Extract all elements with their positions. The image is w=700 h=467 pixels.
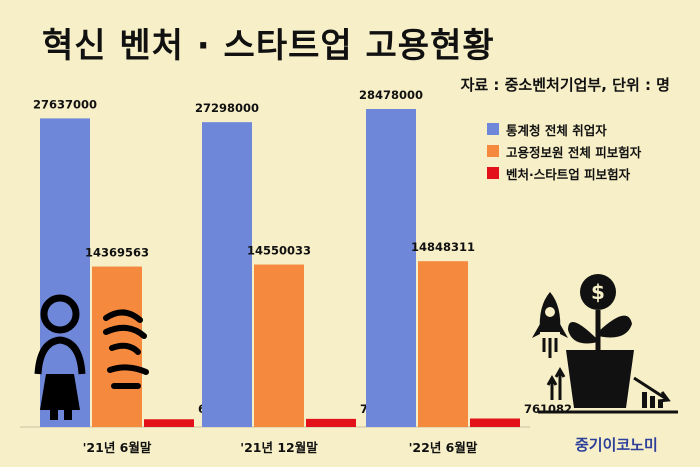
legend-label-2: 고용정보원 전체 피보험자: [506, 144, 642, 160]
x-tick-label-1: '21년 6월말: [83, 440, 152, 455]
legend-item-3: 벤처·스타트업 피보험자: [487, 162, 641, 184]
bar-s3-c3: [470, 418, 520, 427]
bar-s1-c3: [366, 108, 416, 427]
bar-s1-c2: [202, 122, 252, 427]
data-label-s2-c3: 14848311: [411, 240, 475, 254]
data-label-s1-c2: 27298000: [195, 101, 259, 115]
x-tick-label-2: '21년 12월말: [240, 440, 318, 455]
data-label-s2-c2: 14550033: [247, 244, 311, 258]
brand-logo-text: 중기이코노미: [575, 436, 658, 454]
x-tick-label-3: '22년 6월말: [409, 440, 478, 455]
bar-s3-c2: [306, 418, 356, 427]
legend-label-1: 통계청 전체 취업자: [506, 122, 607, 138]
rocket-icon: [532, 292, 568, 358]
legend-swatch-3: [487, 167, 499, 179]
bar-s2-c2: [254, 264, 304, 427]
legend-swatch-2: [487, 145, 499, 157]
source-note: 자료 : 중소벤처기업부, 단위 : 명: [460, 76, 670, 94]
legend-item-1: 통계청 전체 취업자: [487, 118, 641, 140]
growth-plant-icon: $: [538, 274, 678, 414]
chart-title: 혁신 벤처 · 스타트업 고용현황: [42, 26, 495, 66]
bar-s2-c3: [418, 261, 468, 427]
legend-swatch-1: [487, 123, 499, 135]
legend: 통계청 전체 취업자 고용정보원 전체 피보험자 벤처·스타트업 피보험자: [487, 118, 641, 184]
legend-label-3: 벤처·스타트업 피보험자: [506, 166, 631, 182]
data-label-s1-c1: 27637000: [33, 97, 97, 111]
legend-item-2: 고용정보원 전체 피보험자: [487, 140, 641, 162]
person-thinking-icon: [34, 294, 149, 420]
data-label-s2-c1: 14369563: [85, 246, 149, 260]
data-label-s1-c3: 28478000: [359, 88, 423, 102]
bar-s3-c1: [144, 419, 194, 427]
svg-text:$: $: [591, 280, 605, 304]
